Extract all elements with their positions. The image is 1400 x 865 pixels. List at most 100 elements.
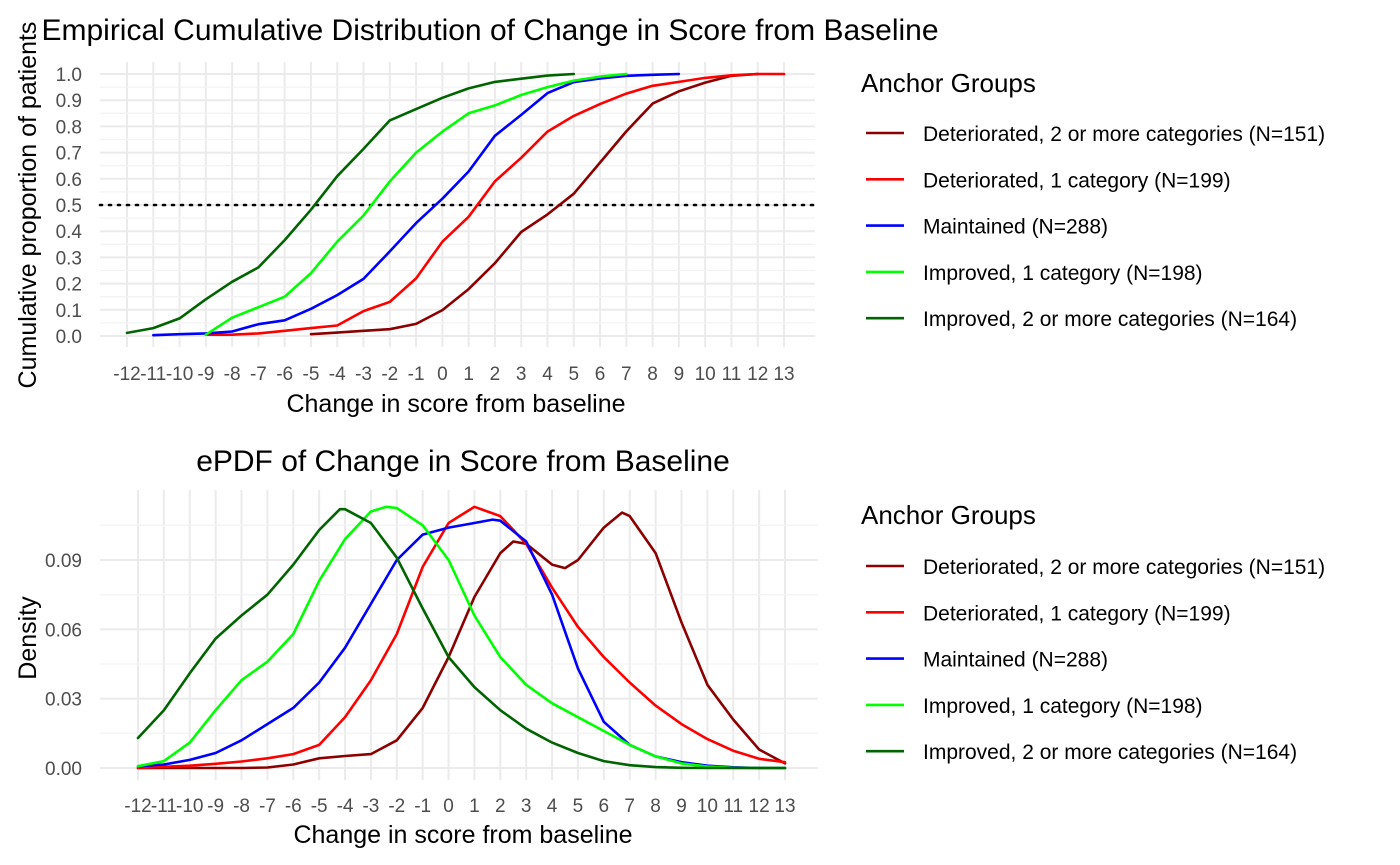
ecdf-y-tick-label: 1.0 bbox=[56, 65, 82, 86]
epdf-legend-item: Improved, 2 or more categories (N=164) bbox=[866, 741, 1297, 764]
ecdf-x-tick-label: 2 bbox=[490, 364, 501, 385]
epdf-series-improved-1-category-n-198 bbox=[136, 505, 787, 770]
epdf-x-tick-label: -3 bbox=[362, 796, 379, 817]
ecdf-y-tick-label: 0.5 bbox=[56, 196, 82, 217]
epdf-x-tick-label: 8 bbox=[650, 796, 661, 817]
epdf-legend-label: Improved, 1 category (N=198) bbox=[923, 695, 1203, 718]
ecdf-x-tick-label: 5 bbox=[568, 364, 579, 385]
ecdf-legend-items: Deteriorated, 2 or more categories (N=15… bbox=[866, 123, 1325, 331]
epdf-y-tick-labels: 0.00 0.03 0.06 0.09 bbox=[45, 551, 82, 780]
ecdf-title: Empirical Cumulative Distribution of Cha… bbox=[41, 14, 938, 47]
epdf-x-tick-label: -1 bbox=[414, 796, 431, 817]
epdf-x-tick-label: 6 bbox=[599, 796, 610, 817]
ecdf-y-tick-label: 0.3 bbox=[56, 248, 82, 269]
ecdf-x-tick-label: -6 bbox=[276, 364, 293, 385]
ecdf-x-tick-label: 9 bbox=[674, 364, 685, 385]
epdf-x-tick-label: -9 bbox=[207, 796, 224, 817]
ecdf-x-tick-label: 1 bbox=[463, 364, 474, 385]
ecdf-legend-label: Improved, 2 or more categories (N=164) bbox=[923, 308, 1297, 331]
epdf-title: ePDF of Change in Score from Baseline bbox=[196, 445, 730, 478]
ecdf-series-group bbox=[125, 72, 786, 337]
epdf-x-tick-label: 13 bbox=[774, 796, 795, 817]
epdf-x-tick-label: -8 bbox=[233, 796, 250, 817]
ecdf-legend-label: Maintained (N=288) bbox=[923, 216, 1108, 239]
epdf-x-tick-labels: -12 -11 -10 -9 -8 -7 -6 -5 -4 -3 -2 -1 0 1 2 3 4 5 6 7 8 9 10 1… bbox=[124, 796, 795, 817]
ecdf-x-tick-label: 11 bbox=[722, 364, 742, 385]
ecdf-y-tick-label: 0.0 bbox=[56, 327, 82, 348]
epdf-legend-title: Anchor Groups bbox=[861, 500, 1036, 530]
epdf-series-group bbox=[136, 505, 787, 770]
epdf-x-tick-label: -10 bbox=[176, 796, 203, 817]
ecdf-y-tick-label: 0.8 bbox=[56, 117, 82, 138]
ecdf-legend-label: Deteriorated, 2 or more categories (N=15… bbox=[923, 123, 1325, 146]
epdf-x-tick-label: 10 bbox=[697, 796, 718, 817]
epdf-x-tick-label: 11 bbox=[723, 796, 743, 817]
epdf-legend-label: Improved, 2 or more categories (N=164) bbox=[923, 741, 1297, 764]
ecdf-y-tick-label: 0.2 bbox=[56, 275, 82, 296]
epdf-x-tick-label: 0 bbox=[443, 796, 454, 817]
ecdf-x-tick-label: -12 bbox=[113, 364, 140, 385]
ecdf-x-tick-label: 7 bbox=[621, 364, 632, 385]
ecdf-panel: 0.00.10.20.30.40.50.60.70.80.91.0 -12 -11… bbox=[14, 14, 1325, 418]
ecdf-y-tick-labels: 0.0 0.1 0.2 0.3 0.4 0.5 0.6 0.7 0.8 0.9 1.0 bbox=[56, 65, 83, 348]
epdf-series-maintained-n-288 bbox=[136, 518, 787, 770]
ecdf-legend-item: Deteriorated, 2 or more categories (N=15… bbox=[866, 123, 1325, 146]
ecdf-y-axis-title: Cumulative proportion of patients bbox=[14, 22, 42, 389]
ecdf-series-deteriorated-2-or-more-categories-n-151 bbox=[309, 72, 760, 336]
epdf-legend-item: Improved, 1 category (N=198) bbox=[866, 695, 1203, 718]
ecdf-y-tick-label: 0.7 bbox=[56, 144, 82, 165]
ecdf-x-tick-label: -7 bbox=[250, 364, 267, 385]
ecdf-x-tick-label: 0 bbox=[437, 364, 448, 385]
epdf-x-tick-label: -4 bbox=[337, 796, 354, 817]
epdf-x-tick-label: 7 bbox=[624, 796, 635, 817]
epdf-legend-item: Maintained (N=288) bbox=[866, 649, 1108, 672]
epdf-x-tick-label: -6 bbox=[285, 796, 302, 817]
epdf-x-tick-label: -5 bbox=[311, 796, 328, 817]
ecdf-x-tick-label: -4 bbox=[329, 364, 346, 385]
ecdf-x-tick-label: -10 bbox=[166, 364, 193, 385]
ecdf-x-tick-label: -9 bbox=[197, 364, 214, 385]
epdf-series-deteriorated-2-or-more-categories-n-151 bbox=[136, 511, 787, 770]
ecdf-series-improved-2-or-more-categories-n-164 bbox=[125, 72, 576, 335]
ecdf-x-tick-label: 13 bbox=[773, 364, 794, 385]
ecdf-x-tick-label: -3 bbox=[355, 364, 372, 385]
epdf-x-tick-label: 2 bbox=[495, 796, 506, 817]
epdf-panel: 0.000.030.060.09 -12 -11 -10 -9 -8 -7 -6 -5 -4 -3… bbox=[14, 445, 1325, 849]
ecdf-x-tick-label: -11 bbox=[140, 364, 166, 385]
epdf-legend-label: Deteriorated, 2 or more categories (N=15… bbox=[923, 556, 1325, 579]
ecdf-x-tick-label: -8 bbox=[224, 364, 241, 385]
epdf-legend: Anchor Groups Deteriorated, 2 or more ca… bbox=[861, 500, 1325, 764]
ecdf-x-tick-label: 6 bbox=[595, 364, 606, 385]
epdf-x-tick-label: -11 bbox=[151, 796, 177, 817]
epdf-y-tick-label: 0.06 bbox=[45, 620, 82, 641]
ecdf-x-tick-label: 4 bbox=[542, 364, 553, 385]
ecdf-legend-label: Improved, 1 category (N=198) bbox=[923, 262, 1203, 285]
epdf-x-tick-label: 4 bbox=[547, 796, 558, 817]
epdf-y-axis-title: Density bbox=[14, 596, 42, 680]
ecdf-x-axis-title: Change in score from baseline bbox=[286, 390, 625, 418]
ecdf-legend-item: Improved, 1 category (N=198) bbox=[866, 262, 1203, 285]
ecdf-legend-label: Deteriorated, 1 category (N=199) bbox=[923, 169, 1231, 192]
ecdf-x-tick-label: -2 bbox=[381, 364, 398, 385]
epdf-legend-item: Deteriorated, 1 category (N=199) bbox=[866, 602, 1231, 625]
epdf-x-axis-title: Change in score from baseline bbox=[293, 821, 632, 849]
ecdf-legend-item: Maintained (N=288) bbox=[866, 216, 1108, 239]
epdf-series-deteriorated-1-category-n-199 bbox=[136, 505, 787, 770]
ecdf-x-tick-label: 12 bbox=[747, 364, 768, 385]
ecdf-series-deteriorated-1-category-n-199 bbox=[204, 72, 786, 337]
ecdf-series-maintained-n-288 bbox=[152, 72, 681, 337]
epdf-y-tick-label: 0.09 bbox=[45, 551, 82, 572]
epdf-x-tick-label: 1 bbox=[469, 796, 480, 817]
ecdf-x-tick-label: 10 bbox=[695, 364, 716, 385]
ecdf-y-tick-label: 0.4 bbox=[56, 222, 83, 243]
ecdf-x-tick-label: 3 bbox=[516, 364, 527, 385]
ecdf-y-tick-label: 0.9 bbox=[56, 91, 82, 112]
epdf-x-tick-label: -7 bbox=[259, 796, 276, 817]
epdf-x-tick-label: -12 bbox=[124, 796, 151, 817]
epdf-y-tick-label: 0.03 bbox=[45, 690, 82, 711]
epdf-x-tick-label: 3 bbox=[521, 796, 532, 817]
epdf-legend-label: Maintained (N=288) bbox=[923, 649, 1108, 672]
ecdf-legend: Anchor Groups Deteriorated, 2 or more ca… bbox=[861, 68, 1325, 331]
ecdf-y-tick-label: 0.6 bbox=[56, 170, 82, 191]
